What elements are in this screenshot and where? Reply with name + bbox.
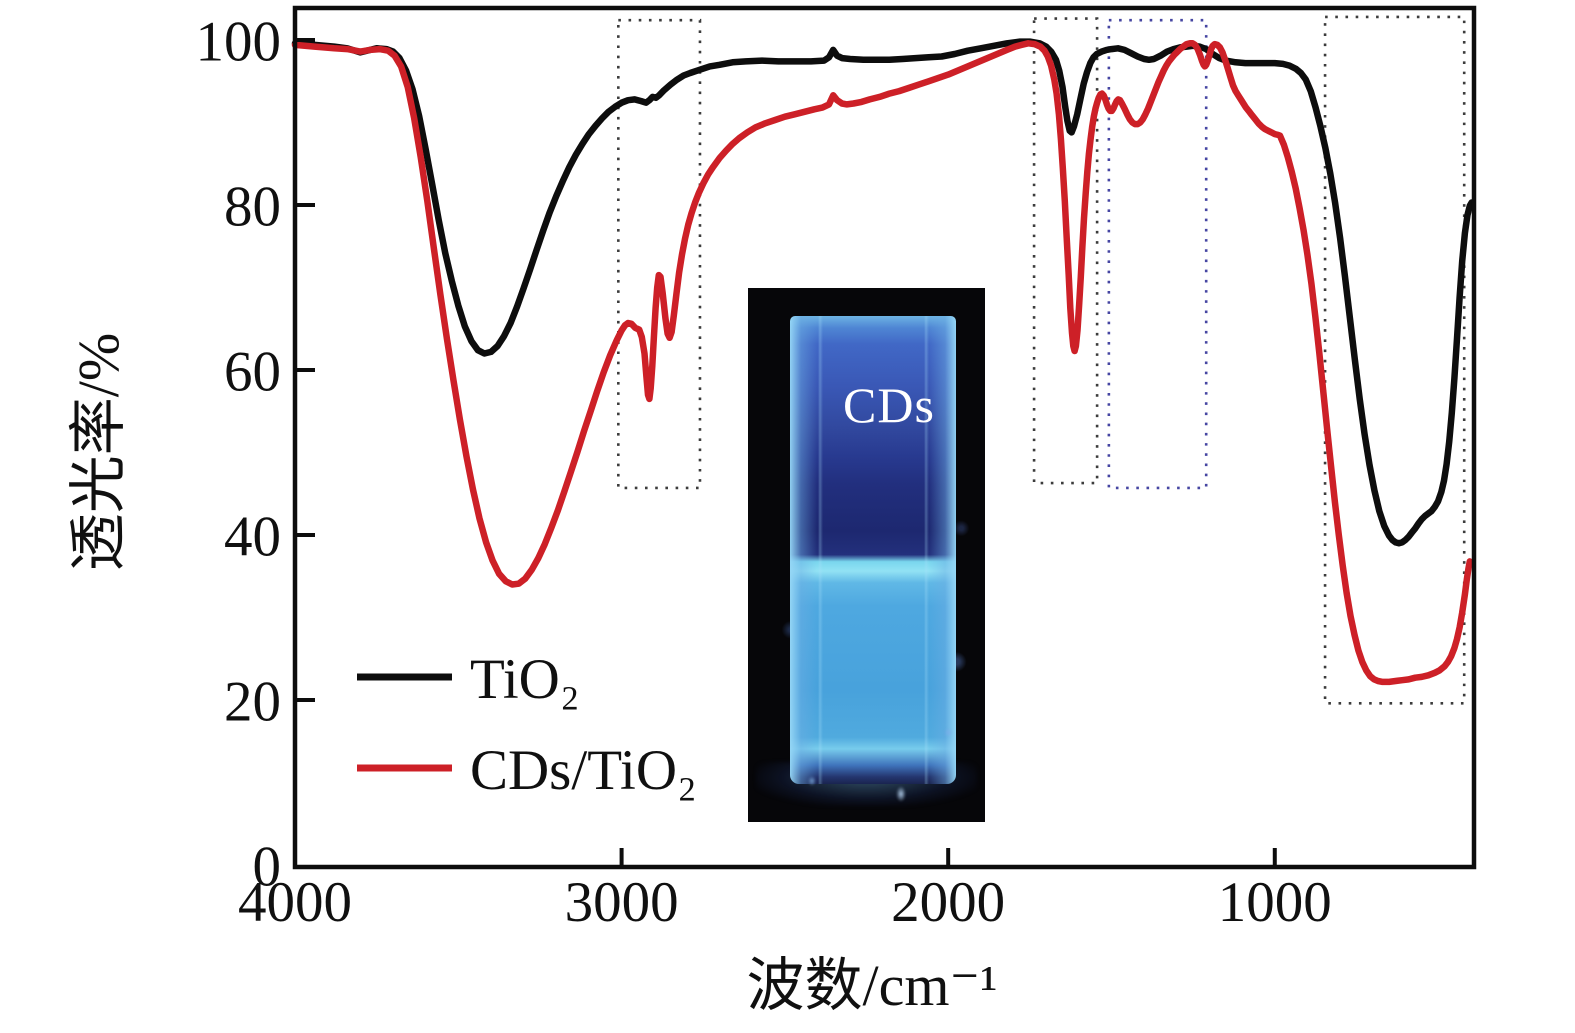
plot-frame	[292, 5, 1477, 870]
highlight-boxes	[617, 15, 1466, 705]
x-tick-label-2000: 2000	[891, 871, 1005, 934]
highlight-box-2	[1032, 17, 1099, 485]
legend: TiO₂ CDs/TiO₂	[357, 648, 697, 802]
y-tick-label-0: 0	[253, 836, 282, 899]
legend-label-cds-tio2: CDs/TiO₂	[470, 739, 697, 802]
x-axis-title: 波数/cm⁻¹	[747, 953, 998, 1018]
highlight-box-3	[1107, 18, 1208, 490]
x-tick-label-1000: 1000	[1218, 871, 1332, 934]
highlight-box-4	[1323, 15, 1466, 705]
reflection-glint	[808, 776, 816, 786]
curve-cds-tio2	[291, 40, 1474, 686]
x-tick-label-4000: 4000	[238, 871, 352, 934]
cuvette: CDs	[790, 316, 956, 784]
reflection-glint	[896, 786, 906, 802]
y-tick-label-100: 100	[196, 11, 282, 74]
y-tick-label-80: 80	[224, 176, 281, 239]
y-tick-label-60: 60	[224, 341, 281, 404]
y-axis-title: 透光率/%	[66, 333, 131, 571]
axis-ticks	[297, 38, 1277, 866]
inset-photo: CDs	[748, 288, 985, 822]
axis-tick-labels: 4000 3000 2000 1000 0 20 40 60 80 100	[196, 11, 1332, 934]
legend-label-tio2: TiO₂	[470, 648, 580, 711]
y-tick-label-40: 40	[224, 506, 281, 569]
spectra-curves	[291, 38, 1475, 686]
inset-label: CDs	[843, 377, 935, 433]
curve-tio2	[291, 38, 1475, 547]
reflection-glint	[944, 728, 953, 737]
x-tick-label-3000: 3000	[565, 871, 679, 934]
highlight-box-1	[617, 18, 702, 490]
y-tick-label-20: 20	[224, 671, 281, 734]
